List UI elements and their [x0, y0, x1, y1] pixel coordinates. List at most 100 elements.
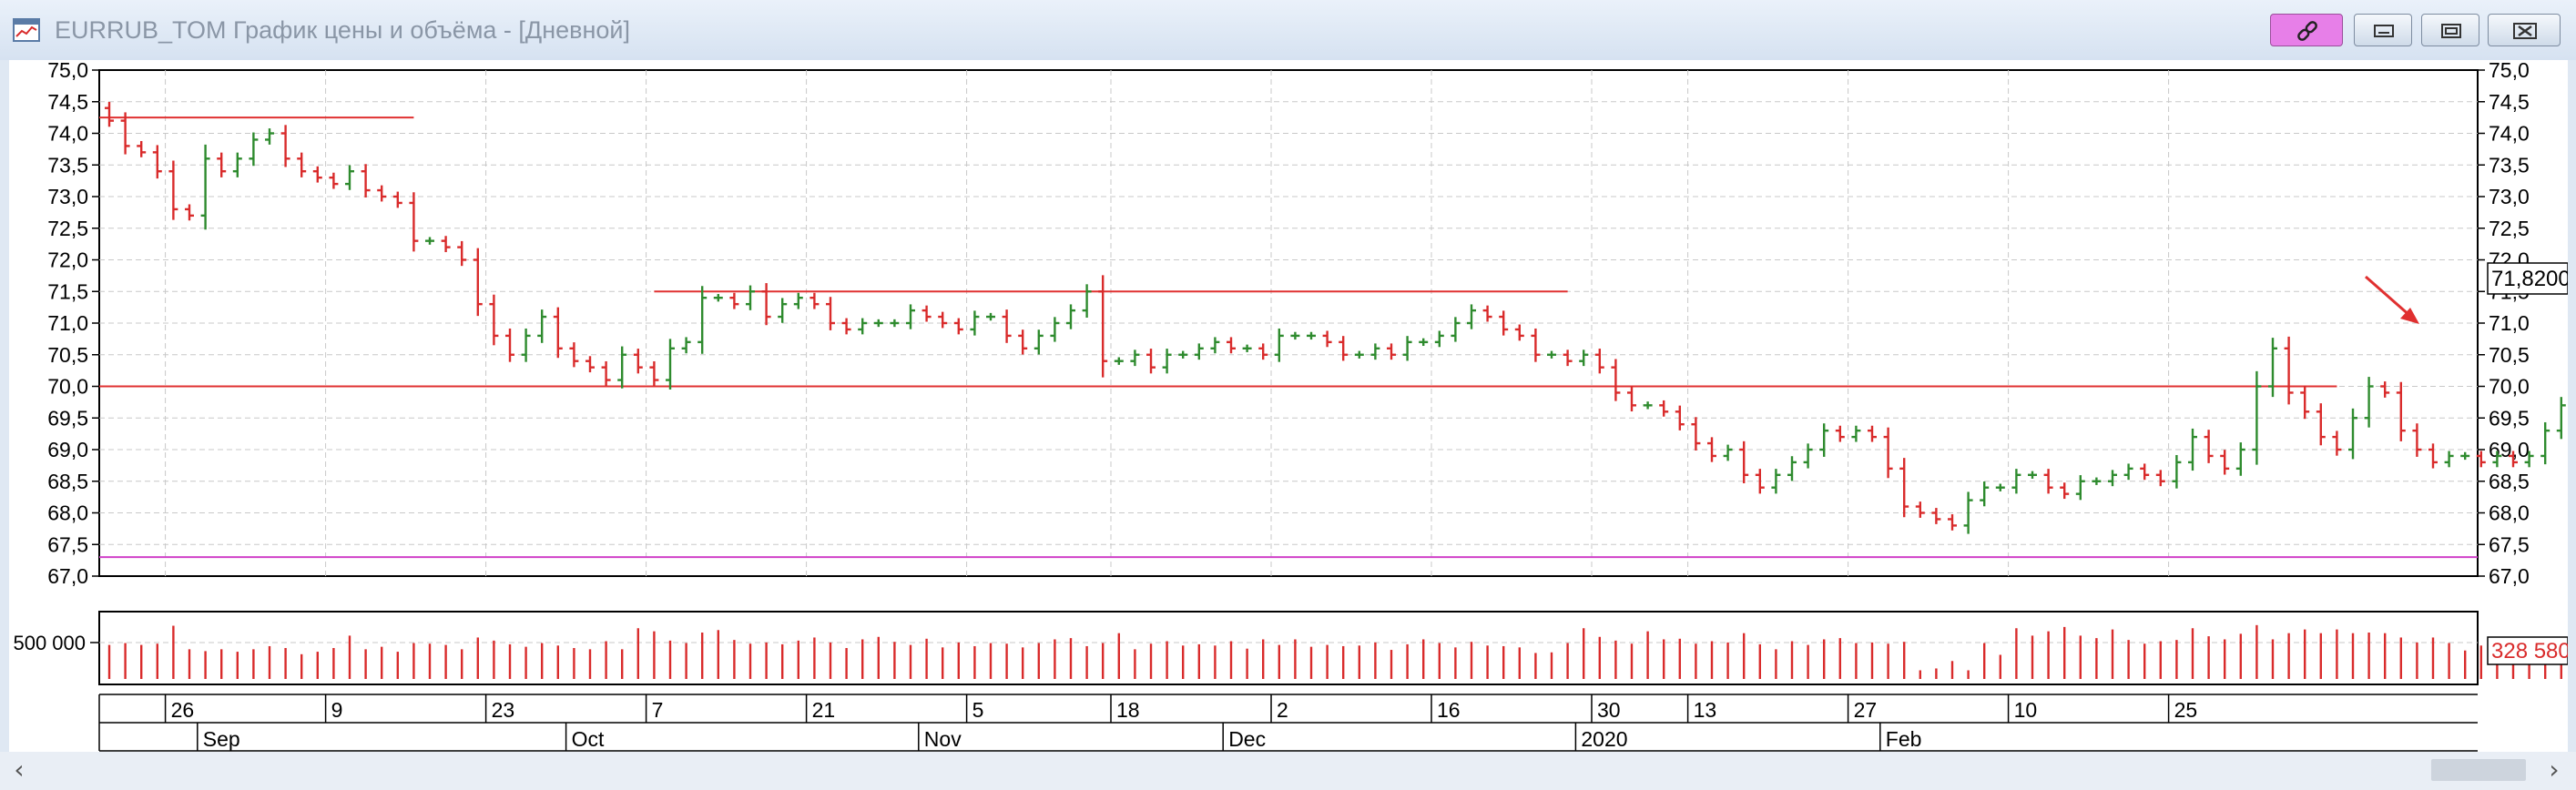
ohlc-bar [2155, 470, 2165, 487]
title-bar[interactable]: EURRUB_TOM График цены и объёма - [Дневн… [0, 0, 2576, 60]
price-volume-chart[interactable]: 75,0 75,0 74,5 74,5 74,0 74,0 73,5 73,5 73,0 73,0… [9, 60, 2568, 752]
ohlc-bar [1033, 329, 1044, 355]
ohlc-bar [1755, 469, 1765, 494]
ohlc-bar [2364, 377, 2374, 428]
scroll-left-icon[interactable]: ‹ [14, 755, 25, 785]
day-tick-label: 7 [652, 698, 664, 722]
ohlc-bar [392, 191, 402, 208]
price-tick-label-right: 73,5 [2489, 153, 2530, 177]
ohlc-bar [1227, 337, 1236, 354]
time-axis: 26 9 23 7 21 5 18 2 16 30 13 27 10 25 Sep Oct Nov Dec 2020… [98, 694, 2478, 752]
ohlc-bar [2140, 463, 2150, 481]
scrollbar-thumb[interactable] [2431, 759, 2526, 781]
ohlc-bar [1563, 349, 1573, 367]
ohlc-bar [953, 318, 963, 335]
link-button[interactable] [2270, 14, 2343, 46]
ohlc-bar [2060, 482, 2070, 500]
maximize-icon [2441, 24, 2461, 38]
ohlc-bar [1050, 317, 1060, 342]
ohlc-bar [938, 311, 948, 329]
ohlc-bar [858, 318, 868, 335]
ohlc-bar [1434, 330, 1444, 348]
price-tick-label-left: 68,5 [47, 470, 88, 493]
day-tick-label: 26 [171, 698, 195, 722]
price-tick-label-right: 72,5 [2489, 217, 2530, 240]
ohlc-bar [1402, 336, 1412, 361]
ohlc-bar [1130, 349, 1140, 367]
ohlc-bar [617, 346, 627, 389]
day-tick-label: 2 [1277, 698, 1288, 722]
ohlc-bar [2092, 477, 2102, 485]
ohlc-bar [793, 292, 803, 309]
ohlc-bar [1579, 349, 1589, 367]
ohlc-bar [601, 360, 611, 387]
ohlc-bar [2428, 443, 2438, 469]
ohlc-bar [841, 318, 851, 335]
ohlc-bar [2316, 403, 2326, 446]
ohlc-bar [1098, 275, 1108, 378]
ohlc-bar [2540, 421, 2551, 465]
window-title: EURRUB_TOM График цены и объёма - [Дневн… [55, 16, 630, 44]
scroll-right-icon[interactable]: › [2549, 755, 2560, 785]
price-tick-label-left: 67,5 [47, 532, 88, 556]
maximize-button[interactable] [2421, 14, 2479, 46]
price-axis: 75,0 75,0 74,5 74,5 74,0 74,0 73,5 73,5 73,0 73,0… [47, 60, 2530, 588]
month-tick-label: Feb [1886, 727, 1922, 751]
day-tick-label: 27 [1854, 698, 1878, 722]
ohlc-bar [906, 304, 915, 329]
price-tick-label-right: 74,5 [2489, 90, 2530, 114]
ohlc-bar [729, 292, 739, 309]
ohlc-bar [1499, 310, 1509, 336]
ohlc-bar [890, 319, 900, 328]
ohlc-bar [1114, 357, 1124, 365]
minimize-button[interactable] [2354, 14, 2412, 46]
ohlc-bar [809, 292, 820, 309]
ohlc-bar [761, 283, 771, 326]
price-tick-label-left: 68,0 [47, 501, 88, 525]
chart-area[interactable]: 75,0 75,0 74,5 74,5 74,0 74,0 73,5 73,5 73,0 73,0… [9, 60, 2568, 768]
ohlc-bar [1819, 423, 1829, 457]
ohlc-bar [249, 132, 259, 167]
ohlc-bar [2188, 428, 2197, 471]
ohlc-bar [1339, 336, 1349, 361]
last-volume-box: 328 580 [2487, 636, 2568, 665]
ohlc-bar [2268, 338, 2277, 398]
ohlc-bar [986, 312, 995, 321]
down-arrow [2365, 275, 2419, 324]
ohlc-bar [217, 152, 227, 177]
ohlc-bar [2524, 451, 2534, 468]
ohlc-bar [970, 310, 980, 336]
day-tick-label: 25 [2174, 698, 2198, 722]
ohlc-bar [2011, 469, 2021, 494]
month-tick-label: Nov [924, 727, 962, 751]
close-button[interactable] [2488, 14, 2561, 46]
ohlc-bar [1242, 344, 1252, 352]
price-tick-label-left: 73,0 [47, 185, 88, 208]
ohlc-bar [505, 328, 514, 362]
link-icon [2297, 21, 2317, 41]
close-icon [2513, 23, 2537, 39]
ohlc-bar [1482, 305, 1492, 322]
level-lines [99, 116, 2478, 559]
horizontal-scrollbar[interactable]: ‹ › [0, 752, 2576, 790]
day-tick-label: 13 [1694, 698, 1717, 722]
ohlc-bar [1995, 483, 2005, 491]
last-price-box: 71,8200 [2487, 262, 2568, 295]
ohlc-bar [280, 125, 290, 167]
price-tick-label-left: 71,5 [47, 279, 88, 303]
ohlc-bar [2108, 470, 2117, 487]
month-tick-label: Oct [572, 727, 605, 751]
ohlc-bar [2220, 450, 2230, 475]
ohlc-bar [826, 297, 835, 330]
ohlc-bar [377, 185, 387, 202]
ohlc-bar [2028, 471, 2037, 479]
price-tick-label-right: 67,0 [2489, 564, 2530, 588]
ohlc-bar [329, 172, 339, 189]
ohlc-bar [200, 144, 210, 230]
price-tick-label-left: 75,0 [47, 60, 88, 82]
ohlc-bar [649, 360, 659, 387]
price-tick-label-right: 70,0 [2489, 375, 2530, 399]
ohlc-bar [1419, 338, 1429, 347]
ohlc-bar [921, 305, 932, 322]
price-tick-label-right: 73,0 [2489, 185, 2530, 208]
